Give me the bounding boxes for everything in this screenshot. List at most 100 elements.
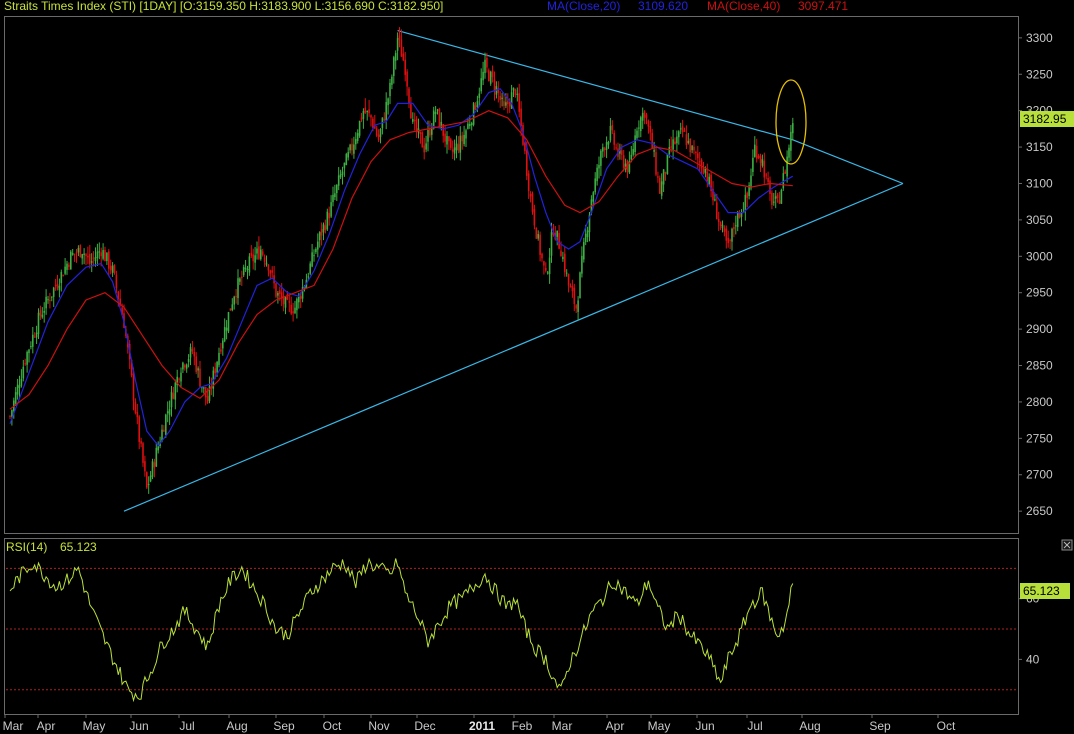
candle-body: [33, 336, 36, 338]
candle-body: [106, 252, 108, 261]
candle-body: [223, 326, 226, 342]
candle-body: [347, 152, 349, 158]
ma20-value: 3109.620: [638, 0, 688, 13]
candle-body: [520, 108, 522, 127]
candle-body: [698, 161, 701, 163]
candle-body: [170, 391, 173, 408]
month-label: 2011: [469, 719, 495, 733]
candle-body: [400, 39, 403, 57]
candle-body: [649, 125, 652, 133]
candle-body: [626, 160, 629, 173]
candle-body: [712, 189, 714, 201]
candle-body: [738, 212, 741, 218]
candle-body: [218, 352, 220, 365]
price-badge: 3182.95: [1023, 112, 1067, 126]
candle-body: [225, 327, 228, 331]
candle-body: [406, 71, 408, 87]
rsi-line-group: [9, 557, 794, 703]
candle-body: [24, 363, 26, 365]
candle-body: [284, 297, 287, 308]
candle-body: [68, 264, 70, 267]
candle-body: [111, 265, 114, 273]
candle-body: [579, 272, 581, 299]
candle-body: [16, 384, 19, 395]
candle-body: [402, 53, 405, 61]
candle-body: [651, 132, 653, 149]
candle-body: [163, 429, 165, 432]
candle-body: [377, 134, 380, 141]
candle-body: [524, 142, 526, 152]
candle-body: [197, 368, 199, 371]
candle-body: [493, 79, 496, 92]
candle-body: [115, 274, 118, 289]
price-tick-label: 2700: [1026, 468, 1053, 482]
candle-body: [613, 133, 615, 145]
candle-body: [444, 133, 446, 142]
candle-body: [670, 146, 672, 148]
candle-body: [64, 266, 66, 274]
candle-body: [336, 185, 338, 194]
candle-body: [482, 71, 484, 81]
rsi-collapse-glyph-b: [1063, 541, 1071, 549]
month-label: May: [648, 719, 671, 733]
candle-body: [144, 461, 146, 472]
candle-body: [341, 171, 344, 175]
candle-body: [605, 142, 608, 150]
month-label: Oct: [937, 719, 956, 733]
candle-body: [227, 312, 230, 332]
candle-body: [721, 224, 724, 229]
candle-body: [543, 261, 545, 266]
candle-body: [636, 130, 638, 138]
candle-body: [571, 286, 574, 291]
candle-body: [241, 276, 243, 279]
candle-body: [514, 89, 517, 95]
candle-body: [349, 144, 351, 151]
candle-body: [615, 147, 617, 149]
candle-body: [39, 310, 42, 316]
candle-body: [398, 35, 401, 40]
candle-body: [463, 134, 465, 144]
candle-body: [56, 283, 59, 288]
candle-body: [201, 387, 203, 389]
candle-body: [683, 130, 686, 132]
moving-averages: [9, 88, 794, 447]
candle-body: [396, 38, 399, 51]
candle-body: [706, 172, 709, 181]
candle-body: [761, 159, 764, 166]
candle-body: [564, 253, 566, 273]
candle-body: [172, 393, 175, 399]
candle-body: [594, 178, 596, 193]
candle-body: [440, 121, 443, 129]
candle-body: [546, 272, 549, 274]
candle-body: [119, 298, 121, 306]
candle-body: [702, 168, 705, 174]
candle-body: [364, 107, 367, 113]
candle-body: [81, 254, 83, 259]
candle-body: [360, 117, 363, 121]
candle-body: [645, 114, 648, 118]
candle-body: [326, 211, 329, 230]
candle-body: [356, 133, 359, 141]
month-label: May: [83, 719, 106, 733]
candle-body: [560, 250, 562, 257]
candle-body: [448, 136, 450, 142]
candle-body: [497, 88, 500, 94]
candle-body: [375, 128, 378, 136]
candle-body: [307, 276, 310, 278]
candle-body: [541, 253, 543, 259]
candle-body: [250, 252, 253, 256]
candle-body: [657, 176, 659, 178]
candle-body: [786, 156, 788, 177]
candle-body: [486, 57, 488, 68]
candle-body: [545, 268, 547, 271]
rsi-badge-bg: [1020, 583, 1070, 599]
candle-body: [480, 78, 482, 92]
candle-body: [92, 257, 95, 259]
candle-body: [330, 202, 332, 217]
candle-body: [322, 224, 325, 233]
month-label: Feb: [512, 719, 533, 733]
candle-body: [166, 411, 169, 414]
candle-body: [729, 239, 731, 241]
candle-body: [784, 171, 786, 174]
candle-body: [191, 348, 194, 352]
